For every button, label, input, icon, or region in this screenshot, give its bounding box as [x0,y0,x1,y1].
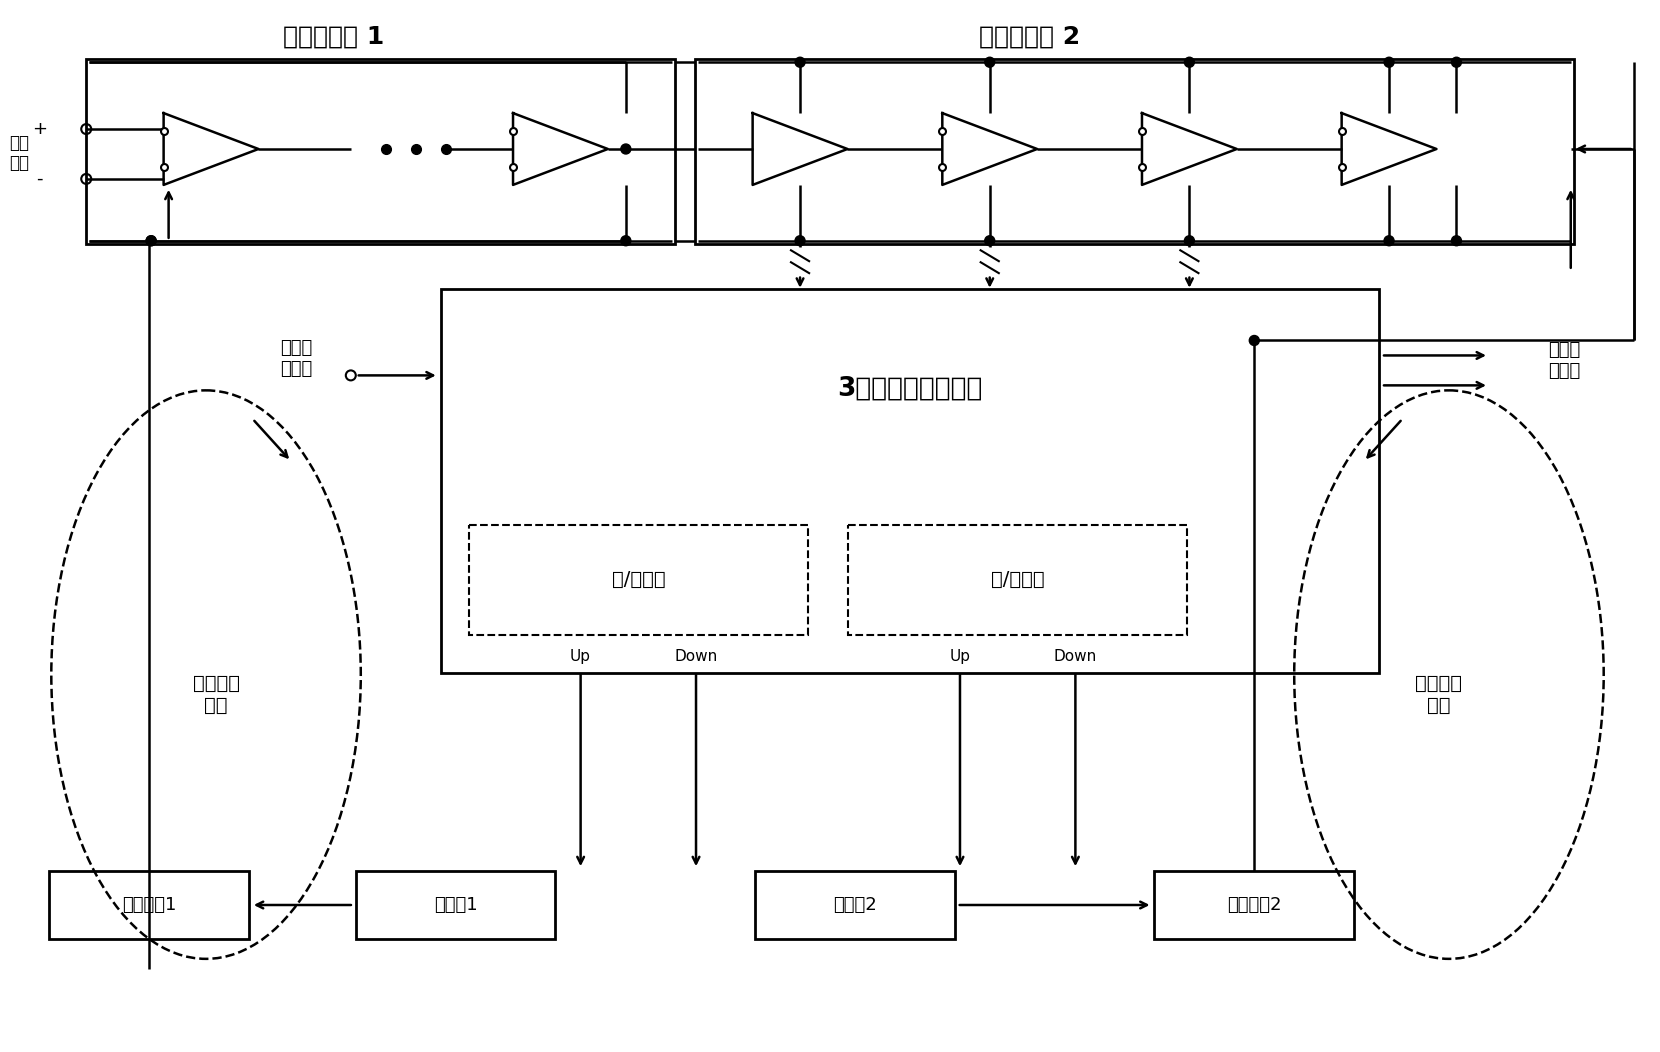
Circle shape [795,236,805,246]
Circle shape [1451,236,1461,246]
Circle shape [1451,57,1461,67]
Bar [696,59,1574,244]
Circle shape [146,236,156,246]
Circle shape [1384,57,1394,67]
Bar [440,288,1379,672]
Text: Up: Up [950,649,971,664]
Text: 周期锁定
环路: 周期锁定 环路 [1416,674,1462,715]
Circle shape [1184,57,1195,67]
Text: 数据时
钟输入: 数据时 钟输入 [281,339,312,378]
Text: 电流泵1: 电流泵1 [433,896,478,914]
Text: 相位锁定
环路: 相位锁定 环路 [193,674,239,715]
Text: 压控延迟线 1: 压控延迟线 1 [282,24,383,48]
Text: -: - [37,170,43,188]
Circle shape [146,236,156,246]
Text: Down: Down [674,649,717,664]
Bar [848,525,1187,634]
Bar [468,525,808,634]
Bar [50,871,249,938]
Text: 数据时
钟输出: 数据时 钟输出 [1547,341,1580,380]
Text: Up: Up [569,649,591,664]
Text: 宽/窄判断: 宽/窄判断 [991,570,1044,589]
Text: +: + [32,120,46,138]
Text: 压控延迟线 2: 压控延迟线 2 [978,24,1079,48]
Circle shape [984,57,994,67]
Text: Down: Down [1054,649,1097,664]
Bar [755,871,954,938]
Circle shape [1184,236,1195,246]
Circle shape [795,57,805,67]
Bar [86,59,676,244]
Text: 迟/早判断: 迟/早判断 [611,570,666,589]
Bar [1154,871,1355,938]
Bar [355,871,556,938]
Text: 参考
时钟: 参考 时钟 [10,134,30,173]
Circle shape [1384,236,1394,246]
Circle shape [621,236,631,246]
Circle shape [984,236,994,246]
Text: 滤波回路2: 滤波回路2 [1227,896,1282,914]
Text: 电流泵2: 电流泵2 [833,896,876,914]
Circle shape [621,144,631,154]
Text: 滤波回路1: 滤波回路1 [121,896,176,914]
Text: 3重采样及逻辑判断: 3重采样及逻辑判断 [837,376,983,402]
Circle shape [1250,336,1260,345]
